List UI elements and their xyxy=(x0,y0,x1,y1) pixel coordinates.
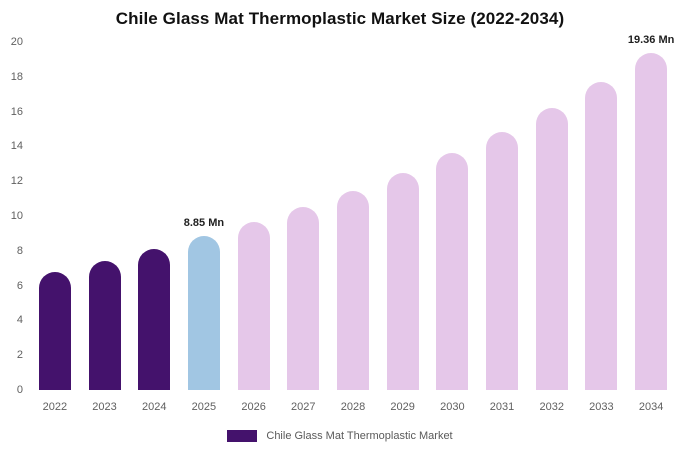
bar-2023 xyxy=(88,261,121,390)
x-axis-tick-label: 2022 xyxy=(42,401,68,413)
bar-column: 2032 xyxy=(527,42,577,413)
bar-value-label: 8.85 Mn xyxy=(183,217,225,230)
bar-column: 2024 xyxy=(129,42,179,413)
y-axis-tick-label: 14 xyxy=(10,140,23,153)
bar-2032 xyxy=(535,108,568,390)
bar-2031 xyxy=(486,131,519,390)
legend-swatch xyxy=(227,430,258,442)
bar-column: 8.85 Mn 2025 xyxy=(179,42,229,413)
bar-column: 2026 xyxy=(229,42,279,413)
y-axis-tick-label: 16 xyxy=(10,105,23,118)
plot-area: 2022 2023 2024 8.85 Mn 2025 2026 2027 2028 2029 2… xyxy=(30,34,676,413)
x-axis-tick-label: 2024 xyxy=(141,401,167,413)
bar-column: 2022 xyxy=(30,42,80,413)
bar-column: 2029 xyxy=(378,42,428,413)
bar-2028 xyxy=(336,190,369,390)
x-axis-tick-label: 2026 xyxy=(241,401,266,413)
y-axis-tick-label: 2 xyxy=(16,349,23,362)
y-axis-tick-label: 0 xyxy=(16,384,23,396)
y-axis-tick-label: 8 xyxy=(16,244,23,257)
bar-column: 2031 xyxy=(477,42,527,413)
bar-2025 xyxy=(187,236,220,390)
y-axis-tick-label: 6 xyxy=(16,279,23,292)
bar-2022 xyxy=(38,271,71,390)
bar-value-label: 19.36 Mn xyxy=(627,34,675,47)
y-axis-tick-label: 18 xyxy=(10,70,23,83)
bar-2024 xyxy=(138,249,171,390)
y-axis-tick-label: 12 xyxy=(10,175,23,188)
bar-column: 19.36 Mn 2034 xyxy=(626,34,676,413)
bar-2033 xyxy=(585,82,618,390)
x-axis-tick-label: 2030 xyxy=(440,401,465,413)
bar-2030 xyxy=(436,153,469,390)
bar-column: 2033 xyxy=(577,42,627,413)
x-axis-tick-label: 2034 xyxy=(638,401,664,413)
x-axis-tick-label: 2027 xyxy=(291,401,316,413)
bar-column: 2023 xyxy=(80,42,130,413)
y-axis-tick-label: 4 xyxy=(16,314,23,327)
bar-2034 xyxy=(635,53,668,390)
x-axis-tick-label: 2025 xyxy=(191,401,217,413)
legend-label: Chile Glass Mat Thermoplastic Market xyxy=(266,430,453,442)
y-axis: 0 2 4 6 8 10 12 14 16 18 20 xyxy=(0,36,26,396)
x-axis-tick-label: 2033 xyxy=(589,401,614,413)
bar-column: 2028 xyxy=(328,42,378,413)
bar-column: 2030 xyxy=(428,42,478,413)
x-axis-tick-label: 2029 xyxy=(390,401,415,413)
legend: Chile Glass Mat Thermoplastic Market xyxy=(0,430,680,442)
y-axis-tick-label: 20 xyxy=(10,36,23,48)
y-axis-tick-label: 10 xyxy=(10,210,23,222)
bar-2029 xyxy=(386,172,419,390)
x-axis-tick-label: 2028 xyxy=(340,401,366,413)
bar-2027 xyxy=(287,207,320,390)
x-axis-tick-label: 2023 xyxy=(92,401,117,413)
x-axis-tick-label: 2032 xyxy=(539,401,564,413)
bar-column: 2027 xyxy=(278,42,328,413)
chart-title: Chile Glass Mat Thermoplastic Market Siz… xyxy=(115,9,565,28)
x-axis-tick-label: 2031 xyxy=(489,401,515,413)
bar-2026 xyxy=(237,222,270,390)
